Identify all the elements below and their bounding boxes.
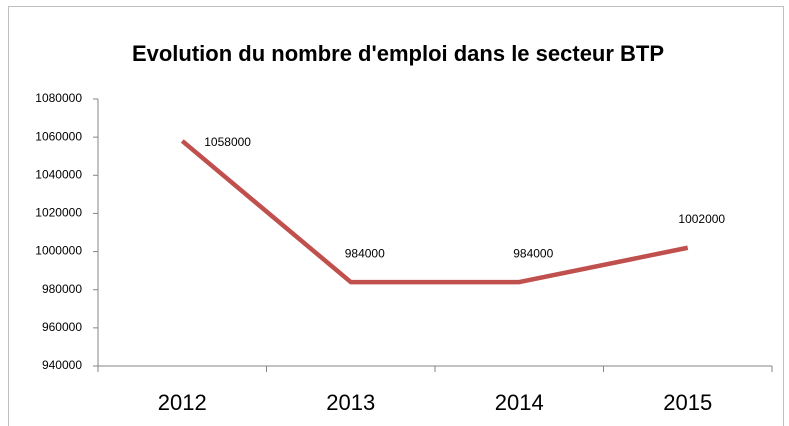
y-tick-label: 1000000	[35, 244, 82, 258]
data-label: 984000	[345, 246, 385, 260]
y-tick-label: 1060000	[35, 129, 82, 143]
x-tick-label: 2013	[326, 390, 375, 415]
data-label: 1058000	[204, 135, 251, 149]
y-tick-label: 1040000	[35, 167, 82, 181]
x-tick-label: 2012	[158, 390, 207, 415]
data-label: 1002000	[678, 212, 725, 226]
x-tick-label: 2015	[663, 390, 712, 415]
chart-frame	[8, 6, 784, 426]
y-tick-label: 960000	[42, 320, 82, 334]
chart-title: Evolution du nombre d'emploi dans le sec…	[132, 41, 664, 66]
x-tick-label: 2014	[495, 390, 544, 415]
line-series	[180, 139, 689, 285]
y-tick-label: 1020000	[35, 206, 82, 220]
y-tick-label: 940000	[42, 358, 82, 372]
y-tick-label: 1080000	[35, 91, 82, 105]
y-tick-label: 980000	[42, 282, 82, 296]
data-label: 984000	[513, 246, 553, 260]
